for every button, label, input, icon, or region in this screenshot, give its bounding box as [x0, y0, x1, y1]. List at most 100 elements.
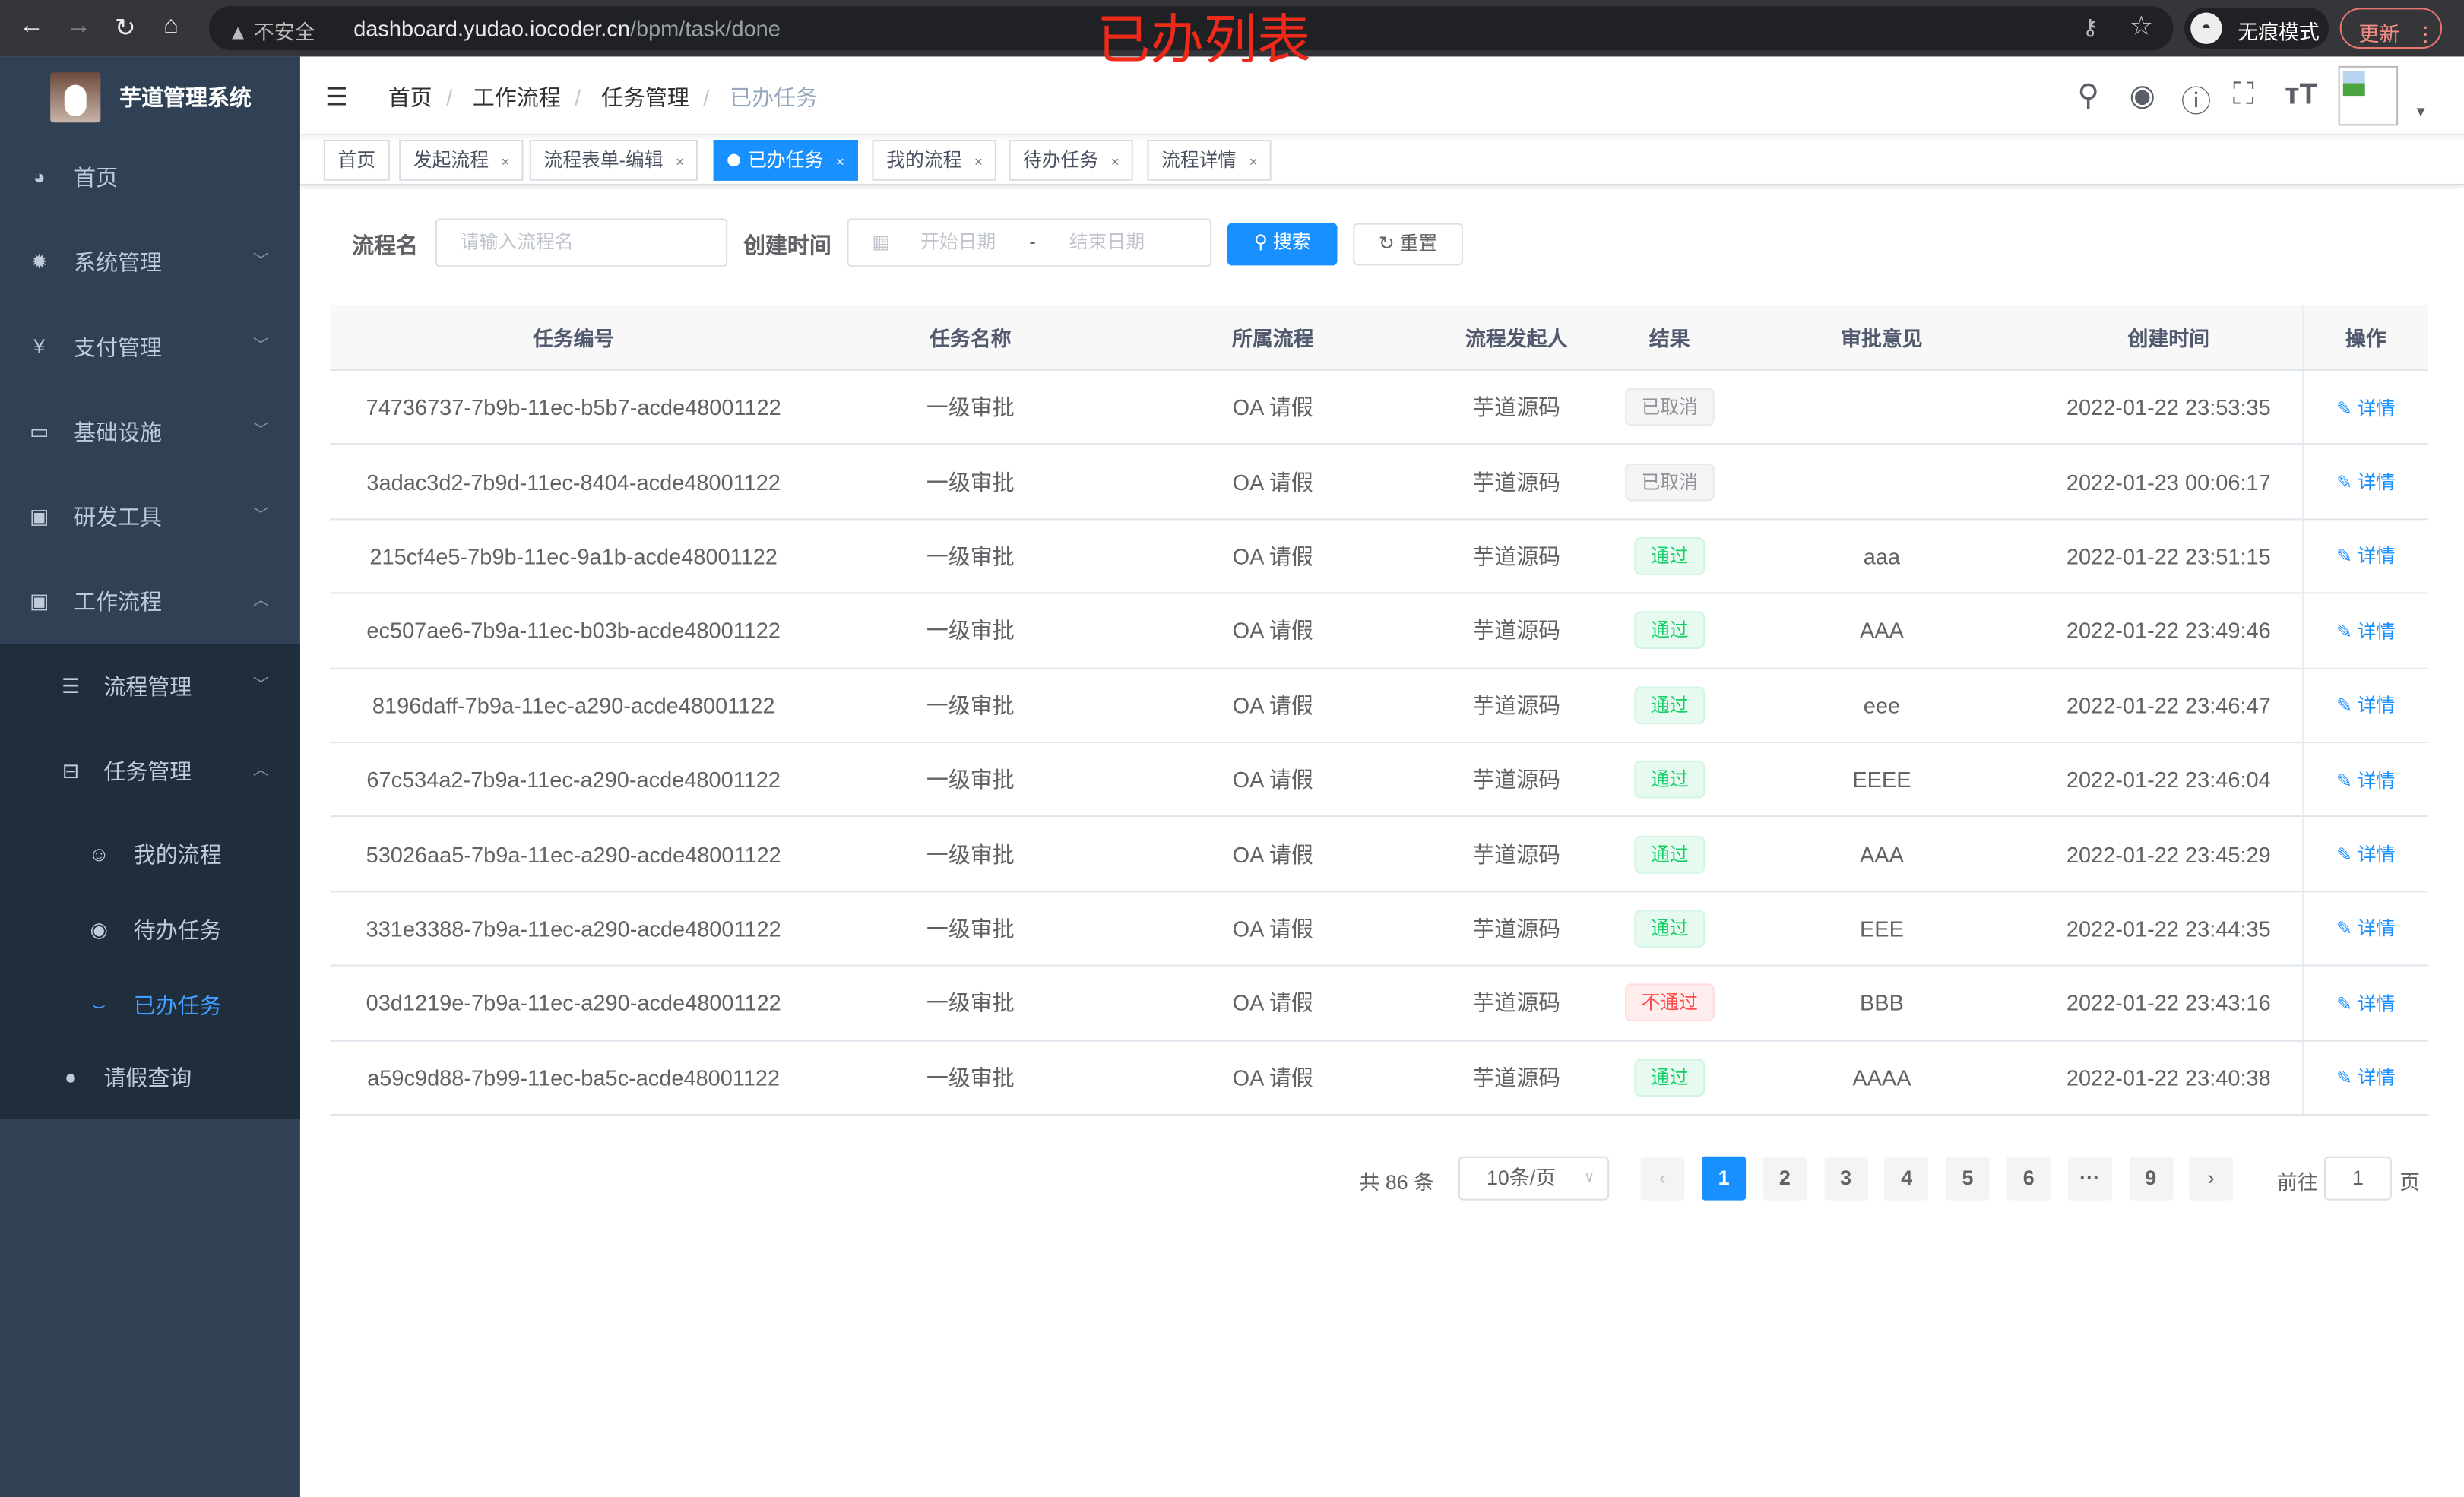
detail-link[interactable]: ✎ 详情 [2336, 617, 2395, 644]
close-icon[interactable]: × [835, 153, 844, 170]
cell-process: OA 请假 [1123, 445, 1422, 518]
edit-icon: ✎ [2336, 1067, 2358, 1090]
breadcrumb-item[interactable]: 工作流程 [472, 84, 561, 110]
date-range-picker[interactable]: ▦ 开始日期 - 结束日期 [847, 218, 1212, 267]
page-size-select[interactable]: 10条/页 ∨ [1458, 1156, 1610, 1201]
page-button[interactable]: 5 [1946, 1156, 1990, 1201]
sidebar: 芋道管理系统 ◕ 首页 ✹ 系统管理 ﹀ ¥ 支付管理 ﹀ ▭ 基础设施 ﹀ ▣ 研发工具 ﹀ ▣ 工作流程 ︿… [0, 56, 300, 1497]
reset-button[interactable]: ↻ 重置 [1353, 223, 1463, 266]
tab-3[interactable]: 已办任务 × [713, 140, 859, 181]
table-row: 3adac3d2-7b9d-11ec-8404-acde48001122 一级审批… [330, 445, 2428, 520]
result-badge: 通过 [1635, 686, 1705, 724]
tab-4[interactable]: 我的流程 × [872, 140, 997, 181]
page-button[interactable]: 3 [1823, 1156, 1868, 1201]
help-icon[interactable]: ⓘ [2181, 86, 2212, 120]
yen-icon: ¥ [33, 334, 46, 359]
tab-6[interactable]: 流程详情 × [1147, 140, 1272, 181]
detail-link[interactable]: ✎ 详情 [2336, 468, 2395, 495]
submenu-panel [0, 644, 300, 1119]
detail-link[interactable]: ✎ 详情 [2336, 692, 2395, 718]
incognito-badge[interactable]: ◓ 无痕模式 [2184, 8, 2329, 49]
fullscreen-icon[interactable]: ⛶ [2233, 78, 2254, 112]
edit-icon: ✎ [2336, 843, 2358, 866]
end-date-input[interactable]: 结束日期 [1069, 230, 1145, 253]
cell-comment: AAA [1728, 818, 2035, 891]
calendar-icon: ▦ [872, 230, 890, 253]
search-button[interactable]: ⚲ 搜索 [1227, 223, 1338, 266]
sidebar-item-leave[interactable]: ● 请假查询 [0, 1040, 300, 1116]
tab-label: 流程详情 [1161, 149, 1237, 172]
sidebar-item[interactable]: ▭ 基础设施 ﹀ [0, 390, 300, 475]
cell-name: 一级审批 [817, 1041, 1123, 1114]
caret-down-icon[interactable]: ▼ [2413, 103, 2428, 120]
detail-link[interactable]: ✎ 详情 [2336, 989, 2395, 1016]
starter-text: 芋道源码 [1472, 543, 1561, 569]
sidebar-item-label: 首页 [74, 165, 119, 191]
address-bar[interactable]: ▲ 不安全 dashboard.yudao.iocoder.cn/bpm/tas… [208, 6, 2174, 51]
close-icon[interactable]: × [501, 153, 510, 170]
next-page-button[interactable]: › [2189, 1156, 2234, 1201]
reload-icon[interactable]: ↻ [114, 15, 136, 43]
sidebar-item[interactable]: ¥ 支付管理 ﹀ [0, 305, 300, 390]
page-button[interactable]: 1 [1702, 1156, 1747, 1201]
star-icon[interactable]: ☆ [2129, 11, 2154, 41]
detail-link[interactable]: ✎ 详情 [2336, 840, 2395, 867]
cell-name: 一级审批 [817, 371, 1123, 444]
close-icon[interactable]: × [676, 153, 684, 170]
tab-5[interactable]: 待办任务 × [1009, 140, 1134, 181]
sidebar-subitem[interactable]: ☰ 流程管理 ﹀ [0, 644, 300, 730]
detail-link[interactable]: ✎ 详情 [2336, 766, 2395, 793]
sidebar-item[interactable]: ◕ 首页 [0, 135, 300, 220]
process-name-input[interactable]: 请输入流程名 [435, 218, 728, 267]
tab-1[interactable]: 发起流程 × [399, 140, 524, 181]
tab-2[interactable]: 流程表单-编辑 × [529, 140, 698, 181]
search-icon[interactable]: ⚲ [2077, 80, 2100, 113]
detail-link[interactable]: ✎ 详情 [2336, 1064, 2395, 1090]
avatar[interactable] [2338, 65, 2399, 126]
time-text: 2022-01-22 23:53:35 [2066, 394, 2271, 420]
sidebar-item[interactable]: ▣ 研发工具 ﹀ [0, 474, 300, 559]
sidebar-subitem[interactable]: ⊟ 任务管理 ︿ [0, 729, 300, 814]
page-button[interactable]: 9 [2128, 1156, 2173, 1201]
hamburger-icon[interactable]: ☰ [325, 84, 348, 112]
cell-result: 通过 [1610, 520, 1728, 593]
sidebar-item[interactable]: ✹ 系统管理 ﹀ [0, 220, 300, 305]
sidebar-subitem[interactable]: ☺ 我的流程 [0, 817, 300, 892]
cell-time: 2022-01-23 00:06:17 [2035, 445, 2302, 518]
back-icon[interactable]: ← [18, 12, 44, 40]
detail-link[interactable]: ✎ 详情 [2336, 394, 2395, 420]
detail-link[interactable]: ✎ 详情 [2336, 915, 2395, 942]
sidebar-item-label: 任务管理 [103, 758, 192, 784]
update-button[interactable]: 更新 ⋮ [2339, 8, 2443, 49]
forward-icon[interactable]: → [65, 12, 91, 40]
page-button[interactable]: ··· [2067, 1156, 2112, 1201]
breadcrumb-item[interactable]: 任务管理 [600, 84, 689, 110]
cell-starter: 芋道源码 [1422, 445, 1610, 518]
start-date-input[interactable]: 开始日期 [920, 230, 996, 253]
name-text: 一级审批 [926, 469, 1015, 495]
github-icon[interactable]: ◉ [2129, 80, 2155, 113]
close-icon[interactable]: × [1110, 153, 1120, 170]
font-size-icon[interactable]: тT [2285, 78, 2318, 112]
sidebar-subitem[interactable]: ◉ 待办任务 [0, 892, 300, 967]
close-icon[interactable]: × [1249, 153, 1258, 170]
page-button[interactable]: 4 [1884, 1156, 1929, 1201]
header-cell: 任务编号 [330, 305, 817, 369]
table-row: 215cf4e5-7b9b-11ec-9a1b-acde48001122 一级审批… [330, 519, 2428, 594]
close-icon[interactable]: × [974, 153, 983, 170]
sidebar-item[interactable]: ▣ 工作流程 ︿ [0, 559, 300, 644]
tab-0[interactable]: 首页 [323, 140, 390, 181]
cell-op: ✎ 详情 [2302, 817, 2428, 891]
eye-closed-icon: ⌣ [92, 992, 106, 1017]
goto-page-input[interactable]: 1 [2323, 1156, 2392, 1201]
home-icon[interactable]: ⌂ [163, 12, 179, 40]
prev-page-button[interactable]: ‹ [1640, 1156, 1685, 1201]
sidebar-subitem[interactable]: ⌣ 已办任务 [0, 968, 300, 1043]
key-icon[interactable]: ⚷ [2082, 14, 2098, 40]
cell-name: 一级审批 [817, 669, 1123, 742]
breadcrumb-item[interactable]: 首页 [388, 84, 432, 110]
detail-link[interactable]: ✎ 详情 [2336, 543, 2395, 569]
id-text: 03d1219e-7b9a-11ec-a290-acde48001122 [366, 990, 781, 1016]
page-button[interactable]: 6 [2006, 1156, 2051, 1201]
page-button[interactable]: 2 [1762, 1156, 1807, 1201]
